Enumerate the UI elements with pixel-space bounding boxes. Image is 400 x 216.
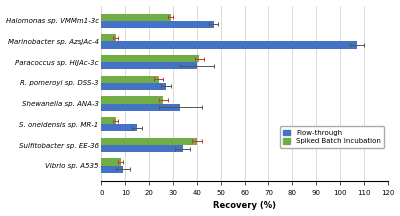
- Bar: [102, 96, 164, 103]
- Bar: [102, 145, 182, 152]
- Bar: [102, 41, 357, 49]
- Bar: [102, 21, 214, 28]
- Bar: [102, 83, 166, 90]
- Bar: [102, 124, 137, 132]
- Legend: Flow-through, Spiked Batch Incubation: Flow-through, Spiked Batch Incubation: [280, 126, 384, 148]
- Bar: [102, 55, 199, 62]
- X-axis label: Recovery (%): Recovery (%): [213, 202, 276, 210]
- Bar: [102, 138, 197, 145]
- Bar: [102, 76, 159, 83]
- Bar: [102, 166, 123, 173]
- Bar: [102, 14, 171, 21]
- Bar: [102, 62, 197, 69]
- Bar: [102, 158, 120, 166]
- Bar: [102, 34, 116, 41]
- Bar: [102, 117, 116, 124]
- Bar: [102, 103, 180, 111]
